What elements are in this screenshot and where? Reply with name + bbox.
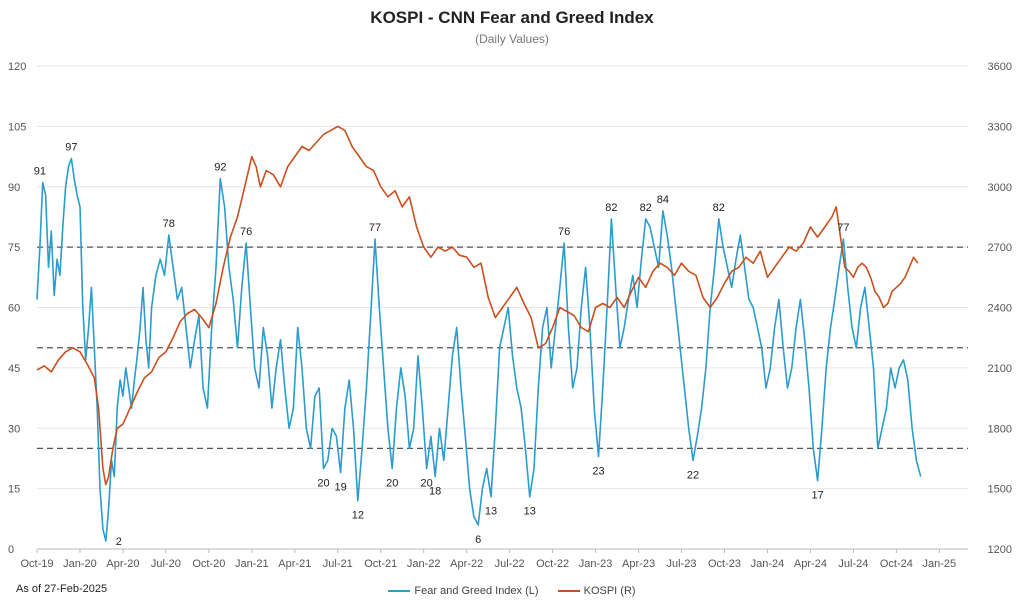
y-right-tick-label: 2400: [988, 303, 1012, 315]
x-tick-label: Jan-21: [235, 558, 269, 570]
legend-swatch-kospi: [557, 590, 580, 592]
y-right-tick-label: 3000: [988, 182, 1012, 194]
data-label: 77: [837, 222, 849, 234]
x-tick-label: Apr-23: [622, 558, 655, 570]
y-left-tick-label: 75: [8, 242, 20, 254]
data-label: 2: [116, 536, 122, 548]
kospi-series-line: [36, 125, 919, 486]
y-right-tick-label: 1800: [988, 423, 1012, 435]
y-right-tick-label: 3300: [988, 121, 1012, 133]
x-tick-label: Jul-24: [838, 558, 868, 570]
data-label: 78: [163, 218, 175, 230]
legend-item-fear-greed: Fear and Greed Index (L): [388, 585, 539, 597]
data-label: 84: [657, 194, 669, 206]
fear-greed-series-line: [36, 157, 922, 542]
x-tick-label: Oct-21: [364, 558, 397, 570]
x-tick-label: Jan-22: [407, 558, 441, 570]
data-label: 6: [475, 534, 481, 546]
chart-subtitle: (Daily Values): [475, 32, 549, 46]
x-tick-label: Jul-21: [323, 558, 353, 570]
chart-title: KOSPI - CNN Fear and Greed Index: [370, 8, 654, 27]
y-right-tick-label: 3600: [988, 61, 1012, 73]
y-left-tick-label: 45: [8, 363, 20, 375]
data-label: 76: [240, 226, 252, 238]
data-label: 97: [65, 142, 77, 154]
x-tick-label: Oct-23: [708, 558, 741, 570]
x-tick-label: Oct-24: [880, 558, 913, 570]
x-tick-label: Oct-22: [536, 558, 569, 570]
y-right-tick-label: 1500: [988, 484, 1012, 496]
data-label: 18: [429, 486, 441, 498]
x-tick-label: Jul-23: [667, 558, 697, 570]
data-label: 23: [592, 465, 604, 477]
data-label: 20: [420, 478, 432, 490]
data-label: 19: [335, 482, 347, 494]
as-of-date: As of 27-Feb-2025: [16, 583, 108, 595]
legend-label-kospi: KOSPI (R): [583, 585, 636, 597]
y-right-tick-label: 1200: [988, 544, 1012, 556]
x-tick-label: Jan-23: [579, 558, 613, 570]
legend: Fear and Greed Index (L) KOSPI (R): [0, 583, 1024, 597]
x-tick-label: Apr-21: [278, 558, 311, 570]
x-tick-label: Jul-20: [151, 558, 181, 570]
data-label: 13: [485, 506, 497, 518]
y-left-tick-label: 90: [8, 182, 20, 194]
data-label: 82: [640, 202, 652, 214]
x-tick-label: Apr-24: [794, 558, 827, 570]
y-left-tick-label: 60: [8, 303, 20, 315]
x-tick-label: Apr-22: [450, 558, 483, 570]
data-label: 91: [34, 166, 46, 178]
x-tick-label: Jan-20: [63, 558, 97, 570]
x-tick-label: Apr-20: [106, 558, 139, 570]
data-label: 77: [369, 222, 381, 234]
data-label: 92: [214, 162, 226, 174]
legend-item-kospi: KOSPI (R): [557, 585, 636, 597]
data-label: 76: [558, 226, 570, 238]
y-left-tick-label: 120: [8, 61, 26, 73]
y-left-tick-label: 105: [8, 121, 26, 133]
y-left-tick-label: 30: [8, 423, 20, 435]
y-left-tick-label: 0: [8, 544, 14, 556]
data-label: 13: [524, 506, 536, 518]
legend-label-fear-greed: Fear and Greed Index (L): [414, 585, 539, 597]
x-tick-label: Jan-25: [923, 558, 957, 570]
y-left-tick-label: 15: [8, 484, 20, 496]
y-right-tick-label: 2700: [988, 242, 1012, 254]
data-label: 22: [687, 469, 699, 481]
data-label: 17: [811, 490, 823, 502]
data-label: 82: [713, 202, 725, 214]
legend-swatch-fear-greed: [388, 590, 411, 592]
data-label: 20: [317, 478, 329, 490]
x-tick-label: Jul-22: [495, 558, 525, 570]
x-tick-label: Jan-24: [751, 558, 785, 570]
x-tick-label: Oct-20: [192, 558, 225, 570]
data-label: 82: [605, 202, 617, 214]
data-label: 12: [352, 510, 364, 522]
x-tick-label: Oct-19: [20, 558, 53, 570]
y-right-tick-label: 2100: [988, 363, 1012, 375]
data-label: 20: [386, 478, 398, 490]
